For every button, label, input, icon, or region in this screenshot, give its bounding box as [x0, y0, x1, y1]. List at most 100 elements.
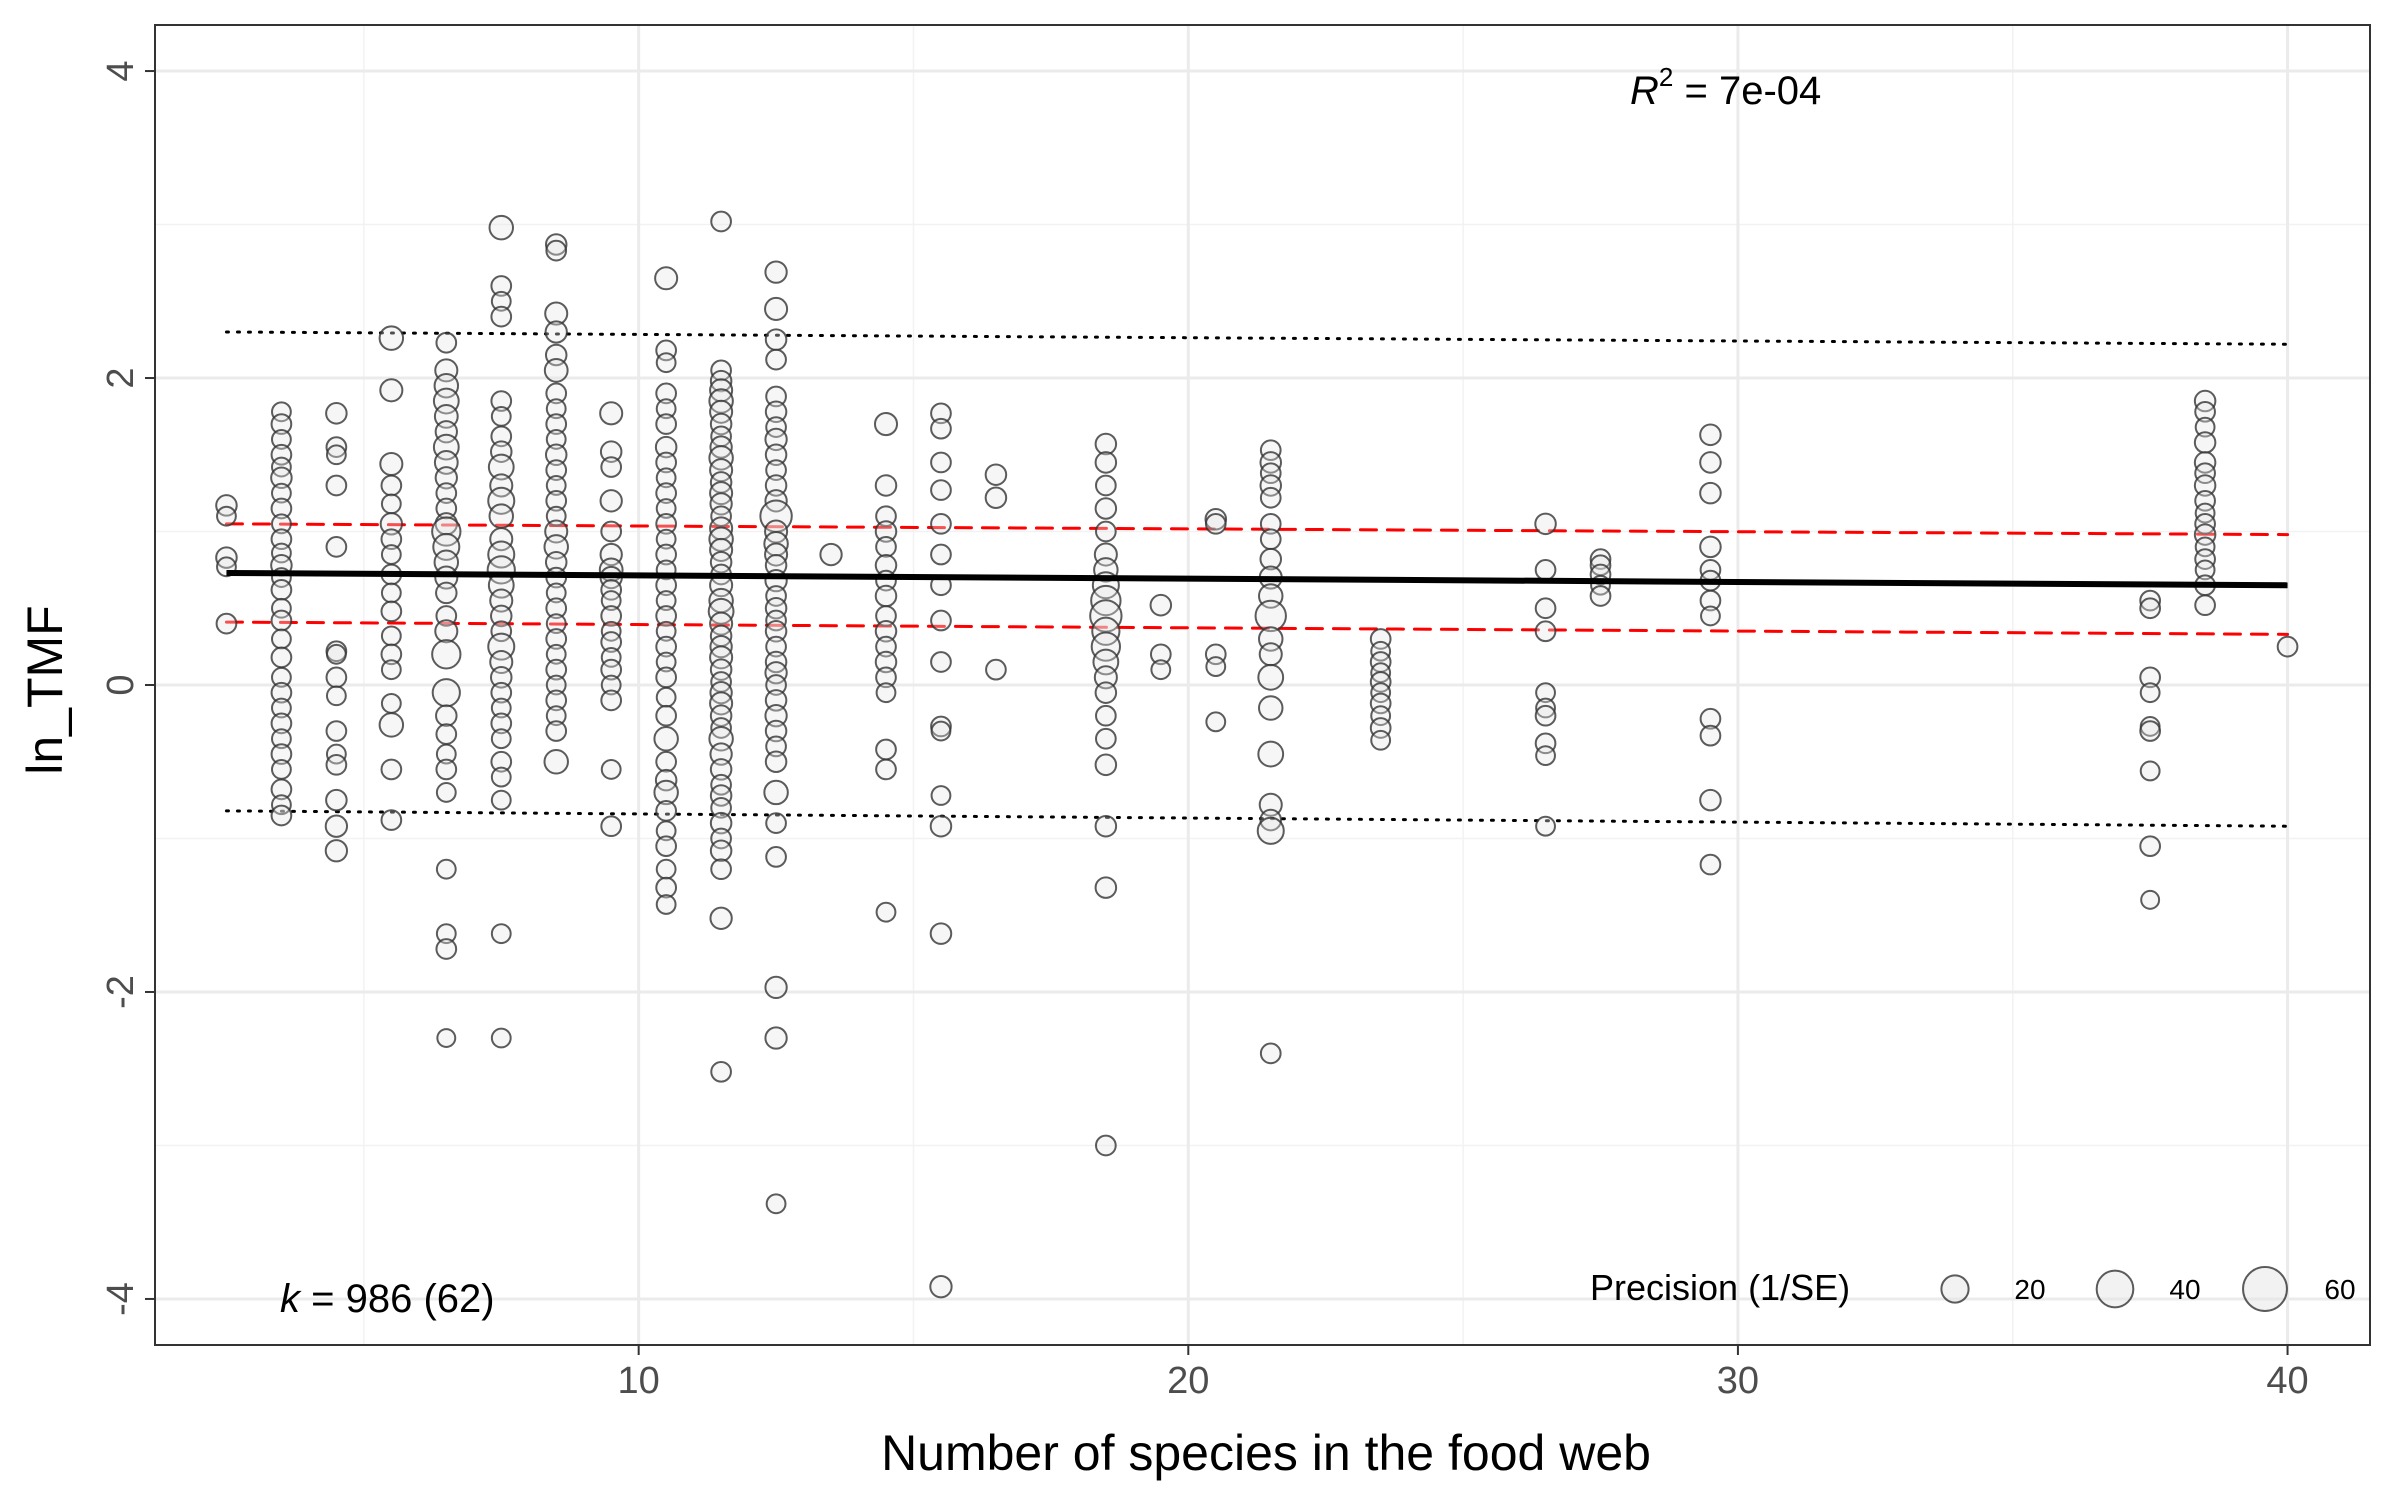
data-point [984, 463, 1008, 486]
x-tick-label: 30 [1717, 1360, 1759, 1402]
legend: Precision (1/SE) 20 40 60 [1590, 1266, 2356, 1312]
prediction-band-upper [224, 330, 2290, 346]
data-point [2139, 760, 2161, 782]
data-point [270, 712, 293, 735]
data-point [654, 435, 678, 459]
data-point [270, 413, 293, 435]
data-point [270, 497, 293, 520]
data-point [1370, 729, 1392, 751]
data-point [544, 233, 568, 256]
data-point [379, 378, 404, 403]
data-point [545, 597, 568, 620]
data-point [875, 505, 897, 528]
data-point [545, 489, 568, 512]
data-point [875, 605, 897, 627]
data-point [764, 750, 788, 774]
axis-layer: 10 20 30 40 -4 -2 0 2 4 [100, 60, 2309, 1402]
x-tick-label: 40 [2266, 1360, 2308, 1402]
data-point [324, 814, 349, 838]
data-point [765, 1193, 787, 1215]
data-point [929, 1275, 953, 1299]
data-point [325, 444, 347, 466]
data-point [930, 451, 952, 474]
data-point [325, 666, 348, 689]
data-point [490, 923, 512, 945]
data-point [655, 451, 678, 474]
data-point [2276, 635, 2299, 658]
data-point [600, 520, 623, 543]
data-point [1589, 585, 1612, 607]
data-point [710, 210, 732, 233]
data-point [875, 901, 897, 923]
data-point [1094, 432, 1118, 456]
data-point [819, 542, 843, 567]
data-point [655, 666, 678, 689]
y-tick-label: 4 [100, 60, 142, 81]
data-point [1699, 535, 1722, 559]
data-point [764, 661, 788, 685]
data-point [270, 743, 293, 765]
data-point [1535, 815, 1556, 837]
data-point [655, 543, 678, 566]
data-point [764, 1026, 788, 1050]
data-point [765, 635, 787, 658]
data-point [435, 331, 458, 354]
data-point [707, 597, 735, 625]
data-point [435, 581, 458, 605]
data-point [1259, 439, 1282, 462]
data-point [379, 512, 403, 536]
data-point [434, 619, 459, 644]
data-point [490, 789, 512, 811]
data-point [271, 728, 292, 750]
data-point [1699, 481, 1722, 505]
data-point [765, 846, 787, 868]
data-point [2139, 597, 2161, 620]
data-point [1259, 512, 1282, 535]
data-point [709, 658, 733, 681]
data-point [1259, 808, 1283, 832]
data-point [655, 894, 677, 915]
points-layer [215, 210, 2299, 1299]
data-point [600, 578, 623, 601]
data-point [490, 604, 513, 628]
data-point [435, 938, 458, 960]
data-point [764, 328, 788, 351]
data-point [929, 922, 953, 945]
data-point [270, 646, 293, 669]
x-tick-label: 20 [1167, 1360, 1209, 1402]
data-point [1534, 559, 1557, 581]
data-point [709, 412, 733, 436]
data-point [655, 590, 677, 611]
data-point [709, 839, 733, 863]
data-point [545, 674, 567, 696]
data-point [325, 436, 348, 458]
data-point [1205, 656, 1227, 677]
k-annotation: k = 986 (62) [280, 1277, 495, 1321]
data-point [1094, 814, 1118, 838]
data-point [930, 512, 952, 535]
data-point [380, 544, 402, 565]
data-point [378, 712, 405, 738]
data-point [763, 779, 789, 806]
data-point [489, 588, 514, 613]
data-point [1094, 681, 1118, 704]
data-point [489, 527, 514, 552]
data-point [380, 582, 402, 604]
x-tick-label: 10 [618, 1360, 660, 1402]
data-point [874, 620, 898, 643]
data-point [1259, 1042, 1282, 1065]
data-point [653, 725, 679, 752]
data-point [380, 693, 402, 714]
data-point [380, 474, 403, 497]
data-point [765, 674, 787, 696]
data-point [215, 612, 238, 635]
data-point [325, 536, 348, 558]
data-point [325, 685, 347, 707]
regression-line [226, 569, 2288, 589]
y-tick-label: 2 [100, 367, 142, 388]
data-point [875, 738, 897, 761]
confidence-band-upper [224, 522, 2290, 537]
data-point [543, 357, 569, 383]
data-point [431, 639, 462, 670]
data-point [271, 628, 292, 650]
